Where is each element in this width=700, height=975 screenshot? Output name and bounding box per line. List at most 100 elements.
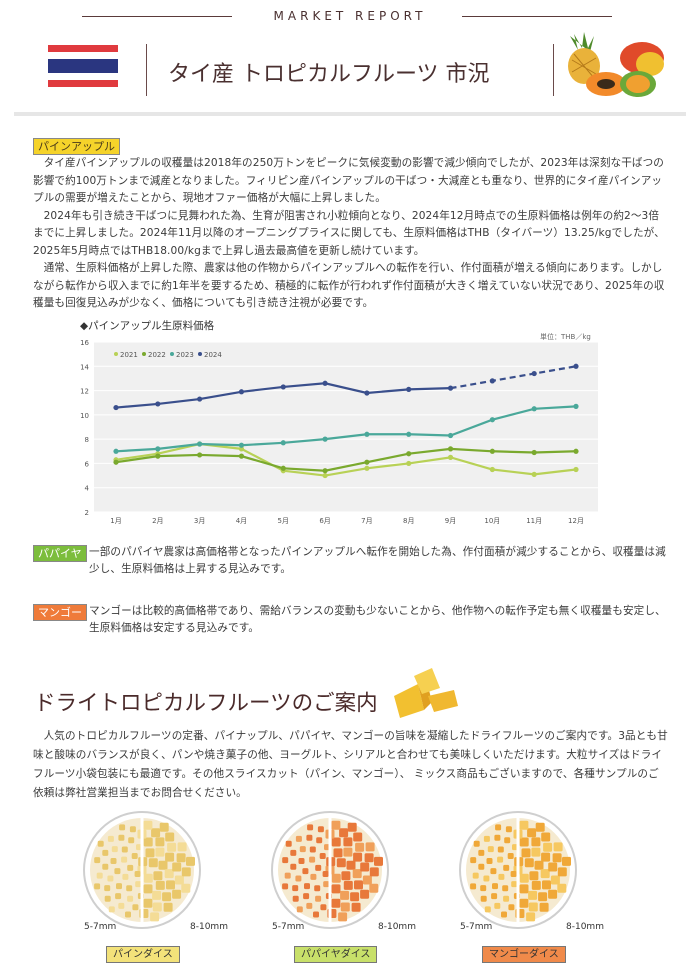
- data-point-2022: [197, 452, 203, 458]
- data-point-2022: [238, 453, 245, 459]
- data-point-2024: [280, 384, 286, 390]
- header-separator: [14, 112, 686, 116]
- data-point-2024: [447, 385, 454, 391]
- size-large-label: 8-10mm: [190, 922, 228, 932]
- data-point-2023: [155, 446, 161, 452]
- x-tick-label: 11月: [526, 517, 542, 525]
- y-tick-label: 2: [85, 509, 89, 517]
- data-point-2022: [364, 459, 370, 465]
- y-tick-label: 14: [80, 363, 89, 371]
- product-label: マンゴーダイス: [482, 946, 566, 963]
- legend-marker-2021: [114, 352, 118, 356]
- pineapple-paragraphs: タイ産パインアップルの収穫量は2018年の250万トンをピークに気候変動の影響で…: [33, 155, 669, 313]
- dried-fruit-bowl-image: [83, 811, 201, 929]
- product-card: [270, 810, 390, 930]
- chart-title: ◆パインアップル生原料価格: [80, 320, 215, 332]
- data-point-2024: [489, 378, 495, 384]
- page-title: タイ産 トロピカルフルーツ 市況: [168, 62, 490, 87]
- dried-fruit-bowl-image: [459, 811, 577, 929]
- pineapple-price-chart: 2 4 6 8 10 12 14 16 1月 2月 3月 4月 5月 6月 7月 8月 9月 10月 11月 12月 2…: [78, 330, 608, 530]
- legend-marker-2022: [142, 352, 146, 356]
- data-point-2024: [322, 380, 328, 386]
- x-tick-label: 9月: [445, 517, 456, 525]
- data-point-2023: [322, 436, 328, 442]
- dried-pineapple-icon: [384, 666, 464, 722]
- mango-text: マンゴーは比較的高価格帯であり、需給バランスの変動も少ないことから、他作物への転…: [89, 605, 666, 634]
- data-point-2023: [280, 440, 286, 446]
- data-point-2023: [197, 441, 203, 447]
- mango-tag: マンゴー: [33, 604, 87, 621]
- product-label: パインダイス: [106, 946, 180, 963]
- y-tick-label: 6: [85, 460, 90, 468]
- data-point-2023: [489, 417, 495, 423]
- header-rule-top: [82, 16, 232, 17]
- pineapple-paragraph-2: 2024年も引き続き干ばつに見舞われた為、生育が阻害され小粒傾向となり、2024…: [33, 209, 665, 257]
- data-point-2023: [406, 431, 412, 437]
- size-large-label: 8-10mm: [378, 922, 416, 932]
- legend-marker-2024: [198, 352, 202, 356]
- x-tick-label: 6月: [319, 517, 330, 525]
- data-point-2023: [531, 406, 537, 412]
- series-line-dashed-2024: [450, 365, 577, 390]
- legend-label-2023: 2023: [176, 351, 194, 359]
- product-card: [458, 810, 578, 930]
- x-tick-label: 5月: [278, 517, 289, 525]
- data-point-2022: [155, 453, 161, 459]
- size-small-label: 5-7mm: [84, 922, 117, 932]
- papaya-text: 一部のパパイヤ農家は高価格帯となったパインアップルへ転作を開始した為、作付面積が…: [89, 546, 666, 575]
- data-point-2023: [573, 403, 579, 409]
- data-point-2024: [155, 401, 161, 407]
- data-point-2022: [113, 459, 119, 465]
- x-tick-label: 4月: [236, 517, 247, 525]
- product-card: [82, 810, 202, 930]
- data-point-2021: [406, 460, 412, 467]
- x-tick-label: 8月: [403, 517, 414, 525]
- thailand-flag-icon: [48, 45, 118, 87]
- pineapple-tag: パインアップル: [33, 138, 120, 155]
- x-tick-label: 12月: [568, 517, 584, 525]
- dried-paragraph: 人気のトロピカルフルーツの定番、パイナップル、パパイヤ、マンゴーの旨味を凝縮した…: [33, 730, 668, 799]
- data-point-2022: [447, 446, 454, 452]
- data-point-2021: [489, 466, 495, 473]
- pineapple-paragraph-3: 通常、生原料価格が上昇した際、農家は他の作物からパインアップルへの転作を行い、作…: [33, 262, 665, 309]
- data-point-2021: [364, 465, 370, 471]
- data-point-2022: [406, 451, 412, 457]
- x-tick-label: 2月: [152, 517, 163, 525]
- data-point-2023: [113, 448, 119, 454]
- legend-label-2021: 2021: [120, 351, 138, 359]
- data-point-2021: [531, 471, 537, 477]
- chart-svg: 2 4 6 8 10 12 14 16 1月 2月 3月 4月 5月 6月 7月 8月 9月 10月 11月 12月 2…: [80, 339, 598, 525]
- tropical-fruits-image: [560, 32, 670, 100]
- dried-text: 人気のトロピカルフルーツの定番、パイナップル、パパイヤ、マンゴーの旨味を凝縮した…: [33, 727, 669, 803]
- data-point-2023: [238, 442, 245, 448]
- data-point-2021: [447, 454, 454, 460]
- data-point-2022: [280, 465, 286, 471]
- y-tick-label: 8: [85, 436, 89, 444]
- data-point-2024: [364, 390, 370, 396]
- size-small-label: 5-7mm: [460, 922, 493, 932]
- data-point-2021: [238, 446, 245, 452]
- pineapple-paragraph-1: タイ産パインアップルの収穫量は2018年の250万トンをピークに気候変動の影響で…: [33, 157, 664, 204]
- chart-unit: 単位：THB／kg: [540, 333, 591, 341]
- data-point-2022: [489, 448, 495, 454]
- data-point-2022: [573, 448, 579, 454]
- data-point-2024: [531, 370, 537, 377]
- size-small-label: 5-7mm: [272, 922, 305, 932]
- data-point-2024: [573, 363, 579, 369]
- data-point-2024: [197, 396, 203, 402]
- legend-label-2022: 2022: [148, 351, 166, 359]
- data-point-2024: [113, 404, 119, 411]
- y-tick-label: 4: [85, 485, 90, 493]
- x-tick-label: 10月: [484, 517, 500, 525]
- header-rule-top-right: [462, 16, 612, 17]
- data-point-2021: [573, 466, 579, 473]
- data-point-2023: [364, 431, 370, 437]
- data-point-2022: [322, 468, 328, 474]
- product-label: パパイヤダイス: [294, 946, 378, 963]
- header-divider-right: [553, 44, 554, 96]
- header-divider-left: [146, 44, 147, 96]
- y-tick-label: 12: [80, 388, 89, 396]
- data-point-2021: [322, 472, 328, 479]
- papaya-tag: パパイヤ: [33, 545, 87, 562]
- legend-label-2024: 2024: [204, 351, 222, 359]
